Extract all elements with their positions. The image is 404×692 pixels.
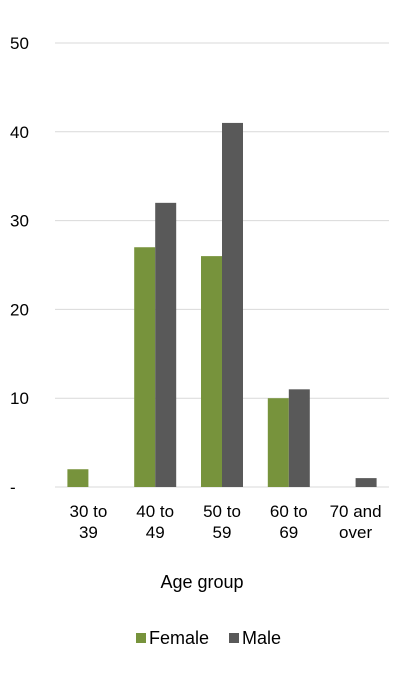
legend-swatch-female — [136, 633, 146, 643]
bar-female-1 — [134, 247, 156, 487]
bar-male-4 — [355, 478, 377, 487]
x-category-label: 70 and over — [330, 502, 382, 542]
y-tick-label: 10 — [10, 389, 29, 408]
legend-label-female: Female — [149, 628, 209, 648]
x-category-label: 40 to 49 — [136, 502, 174, 542]
x-category-label: 50 to 59 — [203, 502, 241, 542]
y-tick-label: 20 — [10, 300, 29, 319]
bar-female-2 — [201, 256, 222, 487]
x-axis-title: Age group — [160, 572, 243, 592]
y-tick-label: 30 — [10, 212, 29, 231]
x-category-label: 60 to 69 — [270, 502, 308, 542]
bar-male-1 — [155, 202, 177, 487]
bar-male-2 — [222, 122, 243, 488]
legend: Female Male — [136, 628, 281, 648]
bar-male-3 — [288, 389, 310, 487]
y-tick-label: 40 — [10, 123, 29, 142]
bars — [67, 122, 377, 488]
legend-label-male: Male — [242, 628, 281, 648]
y-axis-ticks: - 10 20 30 40 50 — [10, 34, 29, 497]
y-tick-label: - — [10, 478, 16, 497]
y-tick-label: 50 — [10, 34, 29, 53]
bar-female-0 — [67, 469, 89, 487]
x-category-label: 30 to 39 — [69, 502, 107, 542]
x-axis-categories: 30 to 39 40 to 49 50 to 59 60 to 69 70 and over — [69, 502, 381, 542]
legend-swatch-male — [229, 633, 239, 643]
bar-female-3 — [267, 398, 289, 487]
